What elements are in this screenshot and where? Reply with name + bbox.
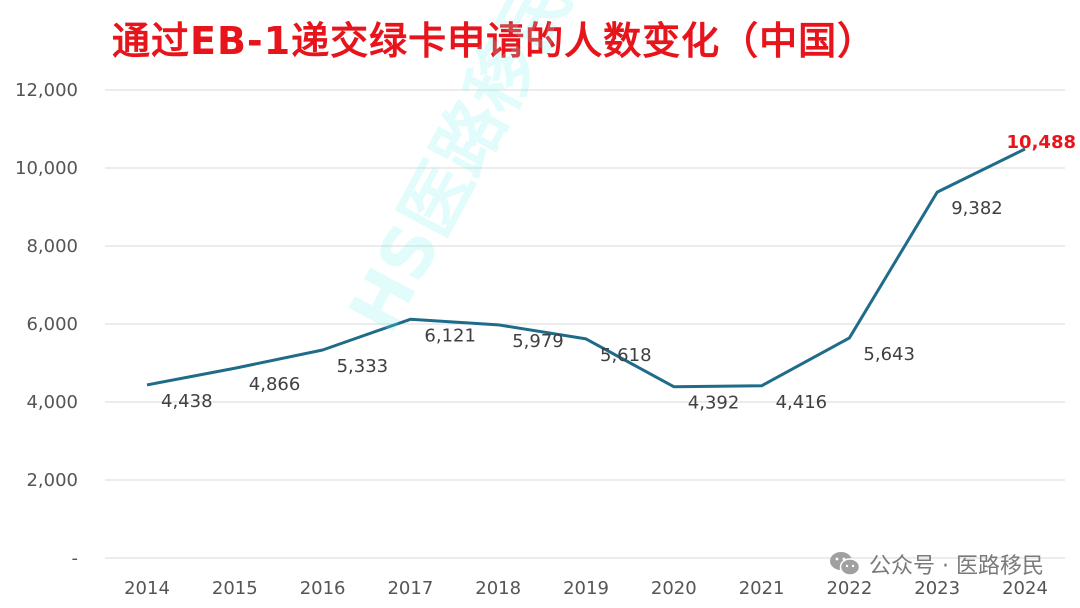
x-tick-label: 2014 [124,578,170,599]
x-tick-label: 2017 [387,578,433,599]
x-tick-label: 2018 [475,578,521,599]
x-tick-label: 2019 [563,578,609,599]
data-label: 5,333 [337,356,389,377]
series-line [146,147,1026,389]
x-axis: 2014 2015 2016 2017 2018 2019 2020 2021 2022 2023… [124,578,1048,599]
x-tick-label: 2021 [739,578,785,599]
data-label: 5,643 [863,344,915,365]
x-tick-label: 2022 [826,578,872,599]
source-text: 公众号 · 医路移民 [869,554,1044,579]
y-tick-label: 2,000 [26,470,78,491]
y-tick-label: 4,000 [26,392,78,413]
gridlines [105,89,1065,559]
wechat-icon [830,552,861,576]
y-tick-label: 12,000 [15,80,78,101]
y-tick-label: 6,000 [26,314,78,335]
data-label: 10,488 [1007,132,1076,153]
data-label: 4,416 [776,392,828,413]
data-label: 5,618 [600,345,652,366]
data-label: 4,866 [249,374,301,395]
data-label: 6,121 [424,325,476,346]
x-tick-label: 2020 [651,578,697,599]
y-tick-label: 10,000 [15,158,78,179]
y-axis: - 2,000 4,000 6,000 8,000 10,000 12,000 [15,80,78,569]
chart-title: 通过EB-1递交绿卡申请的人数变化（中国） [112,19,877,63]
data-labels: 4,438 4,866 5,333 6,121 5,979 5,618 4,392 4,416… [161,132,1076,414]
x-tick-label: 2016 [300,578,346,599]
data-label: 4,392 [688,393,740,414]
data-label: 4,438 [161,391,213,412]
x-tick-label: 2015 [212,578,258,599]
x-tick-label: 2024 [1002,578,1048,599]
series-line-path [146,147,1026,389]
source-credit: 公众号 · 医路移民 [829,548,1044,580]
data-label: 9,382 [951,198,1003,219]
x-tick-label: 2023 [914,578,960,599]
y-tick-label: - [72,548,79,569]
y-tick-label: 8,000 [26,236,78,257]
data-label: 5,979 [512,331,564,352]
